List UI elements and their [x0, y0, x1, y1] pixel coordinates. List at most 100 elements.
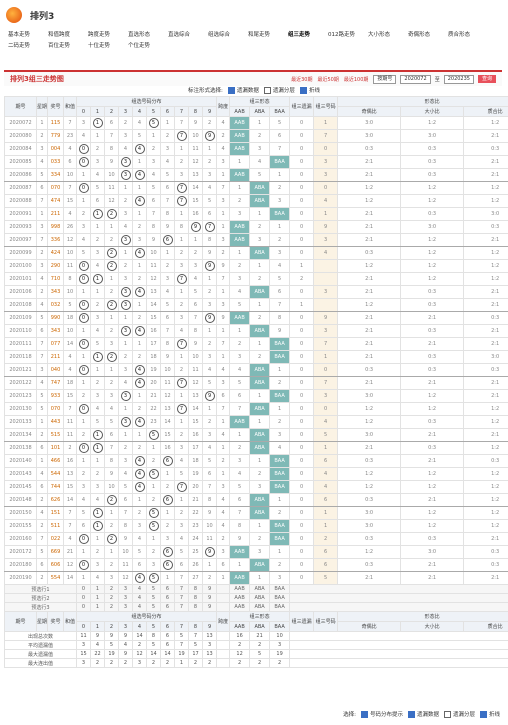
cell: 2020121: [4, 363, 37, 377]
data-row: 2020134 2 515 11 2 1 6 1 1 5 15 2 16 3 4 1 ABA 3 0 5 3:0 2:1 2…: [4, 428, 508, 442]
data-row: 2020180 6 606 12 0 3 2 11 6 3 6 6 26 1 6 1 ABA 2 0 6 0:3 2:1 0…: [4, 558, 508, 572]
cell: 2: [160, 658, 175, 668]
nav-link[interactable]: 百位走势: [48, 43, 71, 49]
cell: 1: [104, 545, 119, 559]
cell: 3:0: [400, 220, 465, 234]
cell: 1: [132, 259, 147, 273]
query-button[interactable]: 查询: [477, 75, 496, 83]
cell: 2: [201, 285, 218, 299]
to-input[interactable]: 2020235: [443, 74, 474, 84]
cell: 1: [249, 207, 271, 221]
cell: 6: [313, 493, 339, 507]
nav-link[interactable]: 直选综合: [168, 32, 191, 38]
drawn-digit: 4: [134, 287, 145, 297]
cell: 1: [249, 415, 271, 429]
cell: 0: [289, 142, 315, 156]
cell: 1:2: [400, 233, 465, 247]
cell: 0: [313, 363, 339, 377]
cell: 3: [201, 168, 218, 182]
cell: 0:3: [463, 545, 508, 559]
cell: 3: [269, 428, 291, 442]
cell: 0: [289, 168, 315, 182]
cell: 6: [313, 545, 339, 559]
cell: 11: [63, 415, 77, 429]
checkbox[interactable]: [443, 711, 451, 718]
cell: 2: [249, 640, 271, 650]
cell: 3: [201, 640, 218, 650]
checkbox[interactable]: [407, 711, 415, 718]
nav-link[interactable]: 和值跨度: [48, 32, 71, 38]
cell: 6: [36, 181, 48, 195]
cell: 5: [160, 298, 175, 312]
cell: 1:2: [463, 467, 508, 481]
cell: 0: [289, 363, 315, 377]
cell: 2:1: [400, 571, 465, 585]
nav-link[interactable]: 基本走势: [8, 32, 31, 38]
cell: 1: [216, 220, 231, 234]
cell: 336: [47, 233, 64, 247]
nav-link[interactable]: 大小形态: [368, 32, 391, 38]
cell: 2: [76, 389, 91, 403]
cell: 1: [90, 621, 105, 632]
cell: 0: [289, 545, 315, 559]
cell: 2: [132, 402, 147, 416]
cell: AAB: [229, 311, 251, 325]
cell: 5: [269, 116, 291, 130]
cell: 4: [174, 532, 189, 546]
cell: 1: [249, 389, 271, 403]
nav-link[interactable]: 个位走势: [128, 43, 151, 49]
cell: 2:1: [463, 389, 508, 403]
checkbox[interactable]: [263, 87, 271, 94]
cell: 跨度: [216, 611, 231, 632]
cell: 10: [201, 519, 218, 533]
drawn-digit: 1: [92, 209, 103, 219]
cell: 21: [146, 389, 161, 403]
cell: 0: [76, 311, 91, 325]
cell: 1: [174, 389, 189, 403]
nav-link[interactable]: 跨度走势: [88, 32, 111, 38]
checkbox[interactable]: [360, 711, 368, 718]
cell: 9: [313, 311, 339, 325]
nav-link[interactable]: 二码走势: [8, 43, 31, 49]
cell: 1: [76, 545, 91, 559]
cell: 11: [188, 363, 203, 377]
cell: 4: [132, 324, 147, 338]
checkbox[interactable]: [479, 711, 487, 718]
range-link[interactable]: 最近30期: [291, 76, 313, 83]
cell: 2:1: [337, 272, 402, 286]
cell: 期号: [4, 611, 37, 632]
cell: 7: [63, 116, 77, 130]
range-link[interactable]: 最近100期: [343, 76, 369, 83]
nav-link[interactable]: 直选形态: [128, 32, 151, 38]
nav-link[interactable]: 组选综合: [208, 32, 231, 38]
nav-link[interactable]: 012路走势: [328, 32, 355, 38]
checkbox[interactable]: [227, 87, 235, 94]
cell: ABA: [249, 181, 271, 195]
checkbox[interactable]: [299, 87, 307, 94]
cell: 3: [174, 168, 189, 182]
cell: 1: [313, 441, 339, 455]
nav-link[interactable]: 组三走势: [288, 32, 311, 38]
cell: 预选行2: [4, 593, 77, 603]
cell: 2: [229, 441, 251, 455]
select[interactable]: 按期号: [373, 74, 397, 84]
cell: 5: [249, 649, 271, 659]
nav-link[interactable]: 质合形态: [448, 32, 471, 38]
from-input[interactable]: 2020072: [400, 74, 431, 84]
cell: 1: [249, 116, 271, 130]
nav-link[interactable]: 和尾走势: [248, 32, 271, 38]
cell: 1: [90, 106, 105, 117]
cell: 2: [229, 194, 251, 208]
cell: 2020123: [4, 389, 37, 403]
nav-link[interactable]: 奇偶形态: [408, 32, 431, 38]
cell: 3: [216, 376, 231, 390]
cell: 2: [201, 415, 218, 429]
nav: 基本走势 和值跨度 跨度走势 直选形态 直选综合 组选综合 和尾走势 组三走势 012路走势 大小…: [0, 30, 496, 52]
cell: 4: [63, 350, 77, 364]
cell: ABA: [249, 285, 271, 299]
cell: 4: [90, 402, 105, 416]
nav-link[interactable]: 十位走势: [88, 43, 111, 49]
range-link[interactable]: 最近50期: [317, 76, 339, 83]
cell: 3: [201, 298, 218, 312]
data-row: 2020084 3 004 4 0 2 8 4 4 2 3 1 11 1 4 AAB 3 7 0 0 0:3 0:3 0:3: [4, 142, 508, 156]
